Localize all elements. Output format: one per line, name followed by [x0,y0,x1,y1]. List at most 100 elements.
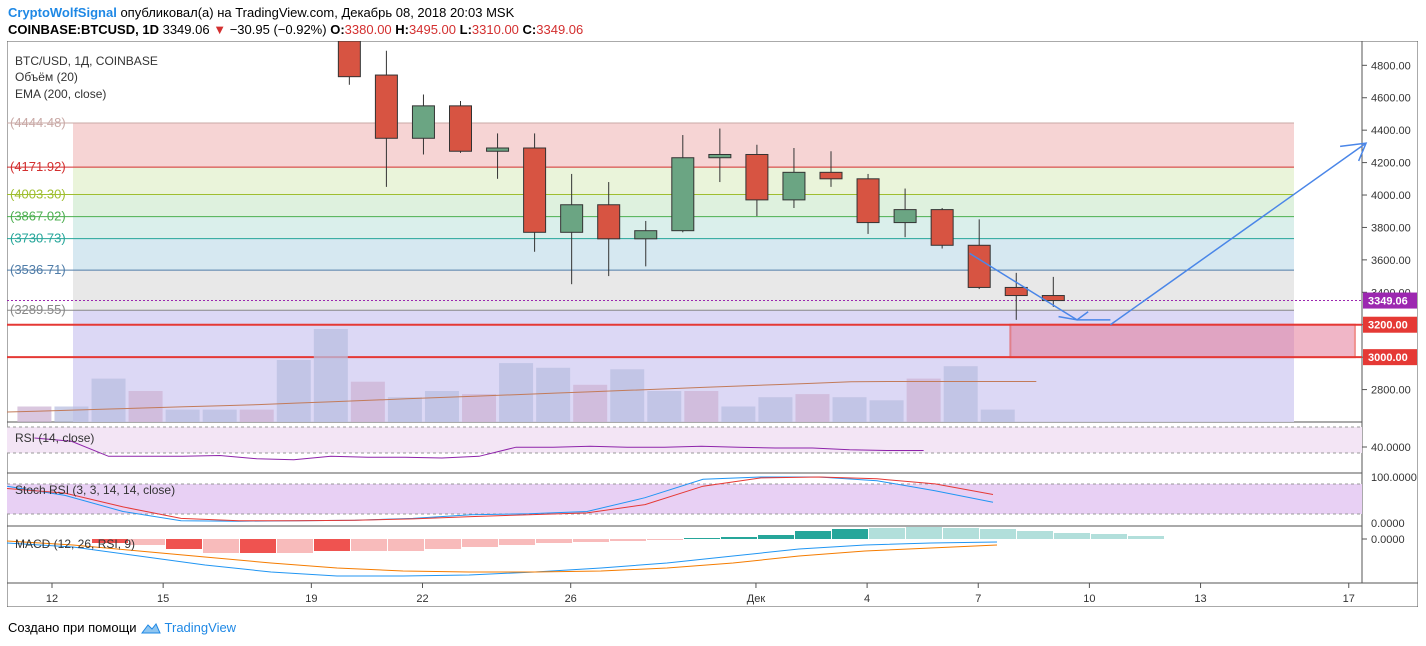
candle-body [560,204,584,233]
candle-body [819,171,843,180]
fib-label: (3730.73) [10,231,66,246]
volume-bar [462,394,497,422]
volume-bar [869,400,904,422]
fib-label: (4171.92) [10,159,66,174]
time-tick-label: 7 [975,593,981,605]
macd-histogram-bar [1091,534,1127,539]
macd-histogram-bar [1017,531,1053,539]
candle [597,182,621,277]
time-tick-label: 17 [1343,593,1355,605]
arrow-down-head [1058,311,1089,321]
volume-bar [350,381,385,422]
candle [745,144,769,217]
candle [671,135,695,233]
price-tag-label: 3349.06 [1368,296,1408,308]
macd-histogram-bar [610,539,646,541]
legend-symbol: BTC/USD, 1Д, COINBASE [15,54,158,68]
time-tick-label: 15 [157,593,169,605]
fib-band [73,270,1294,311]
candle-body [708,153,732,159]
candle [856,173,880,234]
price-tick-label: 4800.00 [1371,60,1411,72]
candle [337,40,361,85]
candle-body [893,209,917,224]
fib-label: (4003.30) [10,186,66,201]
rsi-line [34,437,924,461]
macd-histogram-bar [388,539,424,551]
tradingview-logo-icon [140,622,161,633]
macd-histogram-bar [647,539,683,540]
macd-histogram-bar [795,531,831,539]
candle-body [967,244,991,288]
price-tick-label: 4400.00 [1371,125,1411,137]
macd-histogram-bar [499,539,535,545]
candle [1004,272,1028,320]
macd-line [6,541,998,577]
candle-body [486,147,510,152]
macd-histogram-bar [240,539,276,553]
arrow-up-head [1340,142,1368,162]
candle [782,148,806,208]
price-tag-bg [1363,292,1417,309]
stoch-band [7,484,1362,514]
candle-body [411,105,435,139]
macd-histogram-bar [906,527,942,539]
candle-body [634,230,658,240]
volume-bar [832,397,867,422]
volume-bar [536,367,571,422]
volume-bar [54,406,89,422]
macd-histogram-bar [277,539,313,553]
fib-label: (4444.48) [10,115,66,130]
price-tag-label: 3000.00 [1368,352,1408,364]
support-zone-box [1009,323,1356,359]
price-tick-label: 3800.00 [1371,222,1411,234]
macd-histogram-bar [203,539,239,553]
arrow-up-line [1109,142,1367,326]
volume-bar [980,409,1015,422]
volume-bar [165,409,200,422]
published-text: опубликовал(а) на TradingView.com, Декаб… [120,5,515,20]
volume-bar [795,394,830,422]
volume-bar [573,384,608,422]
time-tick-label: 13 [1194,593,1206,605]
time-tick-label: 10 [1083,593,1095,605]
fib-label: (3289.55) [10,302,66,317]
macd-histogram-bar [1128,536,1164,539]
price-tick-label: 2800.00 [1371,385,1411,397]
price-tick-label: 4200.00 [1371,158,1411,170]
volume-bar [610,369,645,422]
volume-bar [239,409,274,422]
high-label: H: [395,22,409,37]
macd-histogram-bar [980,529,1016,539]
price-tag-bg [1363,349,1417,366]
time-tick-label: 19 [305,593,317,605]
tradingview-link[interactable]: TradingView [164,620,237,635]
candle [374,50,398,187]
macd-histogram-bar [684,538,720,539]
price-tick-label: 4600.00 [1371,93,1411,105]
macd-histogram-bar [832,529,868,539]
time-tick-label: Дек [747,593,766,605]
macd-histogram-bar [351,539,387,551]
macd-histogram-bar [129,539,165,545]
open-value: 3380.00 [344,22,392,37]
candle [634,220,658,267]
rsi-legend: RSI (14, close) [15,431,94,445]
fib-label: (3536.71) [10,262,66,277]
macd-histogram-bar [166,539,202,549]
candle-body [449,105,472,152]
candle [486,133,510,179]
chart-canvas[interactable]: (4444.48) (4171.92) (4003.30) (3867.02) (373… [0,40,1419,608]
volume-bar [758,397,793,422]
volume-bar [906,378,941,422]
macd-histogram-bar [425,539,461,549]
publish-info: CryptoWolfSignal опубликовал(а) на Tradi… [8,5,514,20]
chart-container[interactable]: (4444.48) (4171.92) (4003.30) (3867.02) (373… [0,40,1419,608]
candle [930,207,954,249]
candle [411,94,435,155]
macd-histogram-bar [462,539,498,547]
candle-body [671,157,695,232]
candle-body [523,147,547,233]
author-link[interactable]: CryptoWolfSignal [8,5,117,20]
volume-bar [499,363,534,422]
